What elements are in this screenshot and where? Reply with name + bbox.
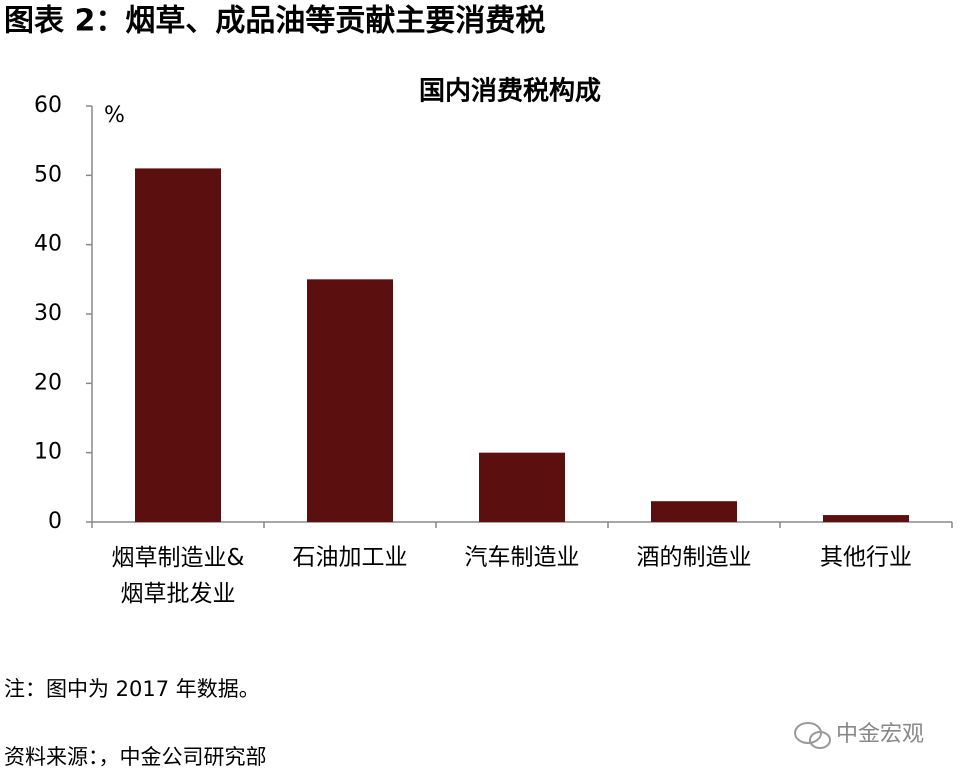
bar bbox=[651, 501, 737, 522]
source: 资料来源：，中金公司研究部 bbox=[4, 745, 267, 769]
note: 注：图中为 2017 年数据。 bbox=[4, 677, 260, 701]
x-tick-label: 其他行业 bbox=[820, 545, 912, 571]
x-tick-label: 烟草制造业&烟草批发业 bbox=[112, 545, 245, 607]
y-tick-label: 40 bbox=[34, 232, 62, 257]
y-tick-label: 10 bbox=[34, 440, 62, 465]
watermark: 中金宏观 bbox=[836, 722, 924, 747]
x-tick-label: 石油加工业 bbox=[293, 545, 408, 571]
watermark-icon bbox=[794, 722, 831, 749]
y-unit: % bbox=[104, 103, 125, 128]
x-tick-label: 酒的制造业 bbox=[637, 545, 752, 571]
bar bbox=[135, 168, 221, 522]
chart-title: 国内消费税构成 bbox=[419, 77, 601, 107]
y-tick-label: 20 bbox=[34, 370, 62, 395]
bar bbox=[307, 279, 393, 522]
y-tick-label: 60 bbox=[34, 93, 62, 118]
y-tick-label: 50 bbox=[34, 162, 62, 187]
y-tick-label: 30 bbox=[34, 301, 62, 326]
figure-title: 图表 2：烟草、成品油等贡献主要消费税 bbox=[4, 4, 545, 39]
bar bbox=[823, 515, 909, 522]
bar bbox=[479, 452, 565, 522]
x-tick-label: 汽车制造业 bbox=[465, 545, 580, 571]
y-tick-label: 0 bbox=[48, 509, 62, 534]
